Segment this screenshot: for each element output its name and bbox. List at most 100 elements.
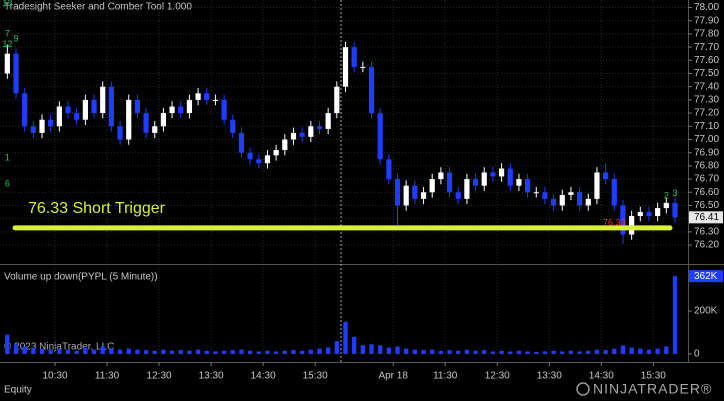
candle-body [143,113,149,133]
volume-bar [412,349,418,354]
volume-bar [256,351,261,354]
y-tick-label: 77.40 [694,81,719,92]
candle-body [299,132,305,137]
volume-bar [404,348,409,354]
volume-bar [195,349,201,354]
volume-bar [456,350,461,354]
x-tick-label: 14:30 [251,371,276,382]
volume-bar [109,348,114,354]
candle-body [663,202,669,209]
candle-body [490,172,496,177]
volume-bar [161,349,166,354]
volume-bar [169,350,175,354]
volume-bar [638,348,643,354]
y-tick-label: 76.50 [694,200,719,211]
candle-body [507,168,513,186]
volume-bar [308,349,313,354]
volume-bar [135,349,140,354]
candle-body [212,99,219,101]
candle-body [65,106,71,114]
y-tick-label: 76.80 [694,161,719,172]
volume-bar [178,350,183,354]
volume-bar [74,350,79,354]
candle-body [256,159,262,164]
volume-bar [386,347,392,354]
candle-body [551,198,557,206]
y-tick-label: 77.30 [694,95,719,106]
volume-bar [265,350,270,354]
volume-bar [83,347,88,354]
last-volume-label: 362K [694,271,718,282]
candle-body [342,47,349,87]
volume-bar [5,334,10,354]
y-tick-label: 76.90 [694,147,719,158]
candle-body [325,113,331,129]
volume-bar [100,346,105,354]
candle-body [611,179,617,206]
x-tick-label: 11:30 [95,371,120,382]
candle-body [273,150,279,156]
signal-label: 2 [664,191,669,201]
candle-body [629,216,635,235]
volume-bar [126,348,131,354]
candle-body [290,132,297,140]
x-tick-label: 12:30 [147,371,172,382]
candle-body [30,126,36,133]
volume-bar [542,351,548,354]
volume-bar [577,351,582,354]
volume-bar [117,349,123,354]
candle-body [516,179,522,186]
volume-title: Volume up down(PYPL (5 Minute)) [4,272,158,283]
last-price-box [689,211,723,224]
volume-bar [325,347,331,354]
equity-tab[interactable]: Equity [4,385,32,396]
candle-body [481,172,487,186]
y-tick-label: 77.80 [694,29,719,40]
volume-bar [352,336,357,354]
candle-body [351,47,357,67]
volume-bar [438,350,444,354]
volume-bar [525,351,530,354]
x-tick-label: 10:30 [43,371,68,382]
copyright: © 2023 NinjaTrader, LLC [4,342,114,353]
candle-body [594,172,600,199]
candle-body [178,106,184,114]
volume-bar [273,351,279,354]
candle-body [264,155,271,164]
volume-bar [13,344,19,354]
volume-bar [473,350,478,354]
y-tick-label: 76.70 [694,174,719,185]
logo-text: NINJATRADER® [593,381,712,397]
volume-bar [48,349,53,354]
candle-body [368,66,375,114]
volume-bar [421,350,426,354]
volume-bar [187,350,192,354]
volume-bar [343,321,348,354]
candle-body [48,119,54,127]
candle-body [39,119,45,133]
volume-bar [430,349,435,354]
trigger-price: 76.33 [603,217,626,227]
candle-body [412,185,418,199]
y-tick-label: 200K [694,306,718,317]
candle-body [334,86,340,114]
volume-bar [334,341,339,354]
candle-body [655,208,661,217]
signal-label: 9 [13,34,18,44]
volume-bar [560,351,565,354]
candle-body [100,86,106,114]
candle-body [672,202,678,218]
volume-bar [31,347,36,354]
volume-bar [516,350,522,354]
volume-bar [378,345,383,354]
y-tick-label: 76.30 [694,226,719,237]
y-tick-label: 77.90 [694,15,719,26]
signal-label: 1 [5,152,10,162]
trigger-label: 76.33 Short Trigger [28,200,166,217]
candle-body [559,194,565,206]
x-tick-label: 13:30 [537,371,562,382]
candle-body [472,179,479,186]
volume-bar [568,350,574,354]
candle-body [394,179,401,206]
candle-body [403,185,409,206]
